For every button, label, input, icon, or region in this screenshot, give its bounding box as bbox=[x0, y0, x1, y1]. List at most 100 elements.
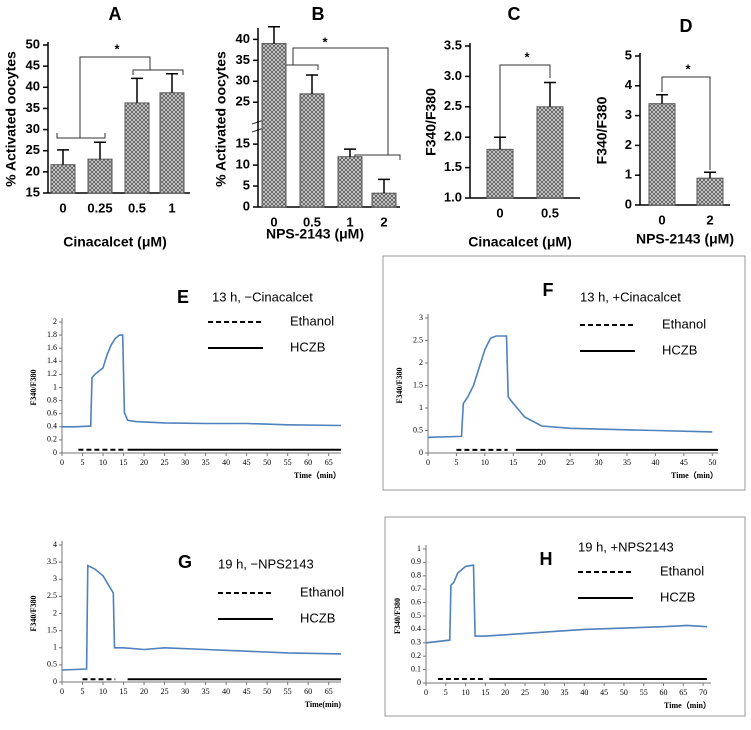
y-tick-label: 0.1 bbox=[411, 664, 421, 673]
x-tick-label: 45 bbox=[243, 458, 251, 467]
x-tick-label: 0 bbox=[426, 458, 430, 467]
x-tick-label: 30 bbox=[181, 687, 189, 696]
y-tick-label: 35 bbox=[26, 100, 40, 115]
x-tick-label: 0 bbox=[60, 687, 64, 696]
x-tick-label: 55 bbox=[640, 688, 648, 697]
y-tick-label: 1 bbox=[417, 544, 421, 553]
y-tick-label: 5 bbox=[243, 177, 250, 192]
y-tick-label: 0 bbox=[419, 448, 423, 457]
y-tick-label: 0.6 bbox=[47, 409, 57, 418]
legend-label: Ethanol bbox=[660, 563, 704, 578]
x-tick-label: 20 bbox=[140, 687, 148, 696]
y-tick-label: 3.5 bbox=[444, 37, 462, 52]
x-tick-label: 25 bbox=[161, 458, 169, 467]
y-tick-label: 10 bbox=[236, 157, 250, 172]
error-bar bbox=[306, 74, 318, 94]
x-tick-label: 60 bbox=[304, 687, 312, 696]
x-tick-label: 15 bbox=[481, 688, 489, 697]
x-tick-label: 5 bbox=[81, 687, 85, 696]
y-tick-label: 2 bbox=[625, 137, 632, 152]
y-tick-label: 1 bbox=[625, 167, 632, 182]
bar bbox=[337, 156, 363, 208]
x-tick-label: 40 bbox=[580, 688, 588, 697]
condition-label: 19 h, +NPS2143 bbox=[578, 539, 674, 554]
y-tick-label: 0.8 bbox=[47, 395, 57, 404]
legend-label: Ethanol bbox=[662, 316, 706, 331]
panel-frame bbox=[384, 516, 746, 717]
y-axis-label: % Activated oocytes bbox=[3, 51, 19, 187]
y-tick-label: 0.5 bbox=[47, 660, 57, 669]
y-tick-label: 1 bbox=[53, 382, 57, 391]
x-tick-label: 20 bbox=[501, 688, 509, 697]
x-tick-label: 45 bbox=[243, 687, 251, 696]
x-tick-label: 50 bbox=[708, 458, 716, 467]
x-tick-label: 35 bbox=[623, 458, 631, 467]
x-tick-label: 45 bbox=[680, 458, 688, 467]
bar bbox=[87, 158, 113, 194]
y-tick-label: 20 bbox=[26, 163, 40, 178]
x-tick-label: 30 bbox=[541, 688, 549, 697]
bar bbox=[486, 148, 514, 199]
x-tick-label: 0 bbox=[496, 205, 503, 220]
x-tick-label: 0 bbox=[59, 200, 66, 215]
legend-label: HCZB bbox=[300, 610, 335, 625]
y-tick-label: 0.8 bbox=[411, 571, 421, 580]
panel-title: C bbox=[508, 4, 521, 24]
y-tick-label: 3 bbox=[419, 313, 423, 322]
x-tick-label: 0 bbox=[424, 688, 428, 697]
y-tick-label: 2 bbox=[53, 608, 57, 617]
error-bar bbox=[704, 171, 716, 179]
x-axis-label: NPS-2143 (μM) bbox=[636, 231, 734, 247]
trace bbox=[61, 564, 342, 671]
x-axis-label: Time（min） bbox=[294, 470, 341, 480]
y-tick-label: 40 bbox=[26, 79, 40, 94]
y-tick-label: 1 bbox=[419, 403, 423, 412]
x-tick-label: 30 bbox=[595, 458, 603, 467]
bar bbox=[124, 102, 150, 194]
y-tick-label: 0 bbox=[53, 448, 57, 457]
error-bar bbox=[544, 81, 556, 107]
y-axis-label: F340/F380 bbox=[29, 596, 38, 632]
error-bar bbox=[57, 149, 69, 165]
x-tick-label: 70 bbox=[699, 688, 707, 697]
x-tick-label: 2 bbox=[380, 214, 387, 229]
x-tick-label: 35 bbox=[561, 688, 569, 697]
panel-title: A bbox=[109, 4, 122, 24]
y-tick-label: 2.0 bbox=[444, 129, 462, 144]
panel-frame bbox=[382, 255, 746, 491]
y-tick-label: 1.5 bbox=[413, 380, 423, 389]
x-tick-label: 10 bbox=[99, 458, 107, 467]
y-tick-label: 1.6 bbox=[47, 343, 57, 352]
y-axis-label: F340/F380 bbox=[393, 598, 402, 634]
legend-label: HCZB bbox=[660, 589, 695, 604]
x-tick-label: 30 bbox=[181, 458, 189, 467]
y-tick-label: 0.5 bbox=[413, 425, 423, 434]
y-axis-label: F340/F380 bbox=[395, 368, 404, 404]
y-tick-label: 0.2 bbox=[47, 435, 57, 444]
y-tick-label: 1.5 bbox=[444, 159, 462, 174]
y-tick-label: 1.4 bbox=[47, 356, 57, 365]
brackets bbox=[56, 47, 711, 170]
bar bbox=[536, 106, 564, 199]
panel-title: H bbox=[540, 549, 553, 569]
x-tick-label: 55 bbox=[284, 687, 292, 696]
x-tick-label: 60 bbox=[304, 458, 312, 467]
y-tick-label: 0.6 bbox=[411, 597, 421, 606]
condition-label: 19 h, −NPS2143 bbox=[218, 556, 314, 571]
y-tick-label: 0.5 bbox=[411, 611, 421, 620]
x-tick-label: 10 bbox=[99, 687, 107, 696]
x-axis-label: Time（min） bbox=[664, 700, 711, 710]
error-bar bbox=[268, 26, 280, 44]
error-bar bbox=[344, 148, 356, 157]
y-tick-label: 1.2 bbox=[47, 369, 57, 378]
y-axis-label: F340/F380 bbox=[29, 370, 38, 406]
x-tick-label: 0.5 bbox=[128, 200, 146, 215]
bar bbox=[159, 92, 185, 194]
y-tick-label: 30 bbox=[236, 73, 250, 88]
legend-label: Ethanol bbox=[290, 313, 334, 328]
significance: * bbox=[322, 34, 328, 49]
panel-title: F bbox=[543, 280, 554, 300]
error-bar bbox=[656, 93, 668, 104]
y-tick-label: 15 bbox=[236, 136, 250, 151]
